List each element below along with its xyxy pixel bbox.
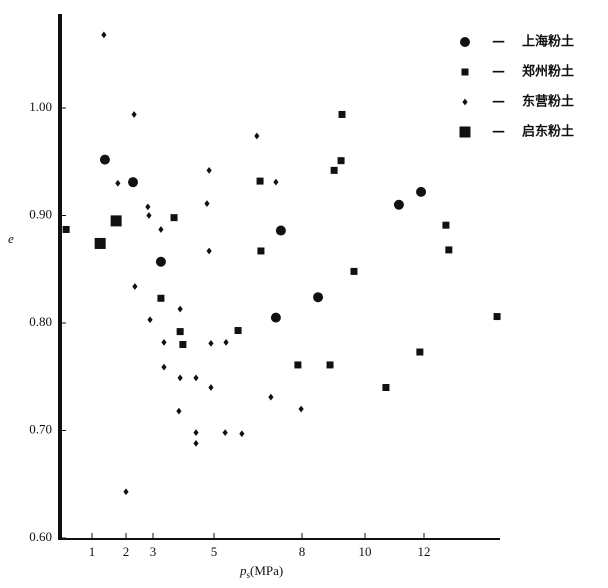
point [298, 405, 304, 413]
x-label-sub: s [247, 570, 251, 580]
point [256, 177, 264, 185]
point [193, 440, 199, 447]
point [461, 68, 469, 76]
point [239, 430, 245, 438]
legend-label: 郑州粉土 [522, 64, 574, 80]
x-tick-label: 1 [89, 544, 96, 559]
point [170, 214, 178, 222]
point [147, 316, 153, 324]
point [254, 132, 260, 140]
point [208, 340, 214, 347]
point [445, 246, 453, 254]
point [268, 393, 274, 401]
y-tick-label: 1.00 [29, 99, 52, 114]
legend-label: 东营粉土 [522, 94, 574, 110]
x-tick-label: 3 [150, 544, 157, 559]
point [337, 157, 345, 165]
y-tick-label: 0.90 [29, 206, 52, 221]
point [62, 225, 70, 233]
x-label-part: (MPa) [250, 563, 283, 578]
point [206, 166, 212, 174]
point [416, 186, 427, 197]
point [294, 361, 302, 369]
point [193, 429, 199, 437]
point [177, 374, 183, 382]
point [110, 215, 122, 227]
point [145, 203, 151, 211]
point [350, 267, 358, 275]
point [131, 111, 137, 118]
point [161, 363, 167, 371]
point [313, 292, 324, 303]
point [416, 348, 424, 356]
x-tick-label: 5 [211, 544, 218, 559]
point [442, 221, 450, 229]
point [128, 177, 139, 188]
point [101, 31, 107, 39]
point [157, 294, 165, 302]
x-axis-label: ps(MPa) [239, 563, 283, 580]
point [158, 226, 164, 233]
point [234, 327, 242, 335]
point [257, 247, 265, 255]
point [155, 256, 166, 267]
legend-dash: — [492, 65, 505, 80]
y-tick-label: 0.60 [29, 529, 52, 544]
point [206, 247, 212, 255]
point [176, 407, 182, 415]
point [275, 225, 286, 236]
point [273, 178, 279, 186]
point [115, 179, 121, 187]
point [193, 374, 199, 382]
x-label-part: p [239, 563, 247, 578]
legend-label: 上海粉土 [522, 34, 574, 50]
y-tick-label: 0.80 [29, 314, 52, 329]
point [222, 429, 228, 437]
legend-dash: — [492, 35, 505, 50]
point [161, 338, 167, 346]
point [176, 328, 184, 336]
point [146, 212, 152, 219]
point [123, 488, 129, 496]
x-tick-label: 2 [123, 544, 130, 559]
point [94, 237, 106, 249]
point [99, 154, 110, 165]
point [132, 283, 138, 290]
point [460, 37, 470, 47]
point [459, 126, 471, 138]
point [330, 166, 338, 174]
point [326, 361, 334, 369]
legend-dash: — [492, 95, 505, 110]
point [493, 313, 501, 321]
x-tick-label: 12 [418, 544, 431, 559]
point [462, 98, 468, 106]
legend-label: 启东粉土 [522, 124, 574, 140]
point [177, 305, 183, 313]
x-tick-label: 10 [359, 544, 372, 559]
legend-dash: — [492, 125, 505, 140]
point [393, 199, 404, 210]
point [179, 341, 187, 348]
y-axis-label: e [8, 231, 14, 246]
point [338, 110, 346, 118]
point [382, 384, 390, 391]
point [208, 384, 214, 391]
point [223, 338, 229, 346]
x-tick-label: 8 [299, 544, 306, 559]
y-tick-label: 0.70 [29, 421, 52, 436]
point [270, 312, 281, 323]
point [204, 200, 210, 208]
